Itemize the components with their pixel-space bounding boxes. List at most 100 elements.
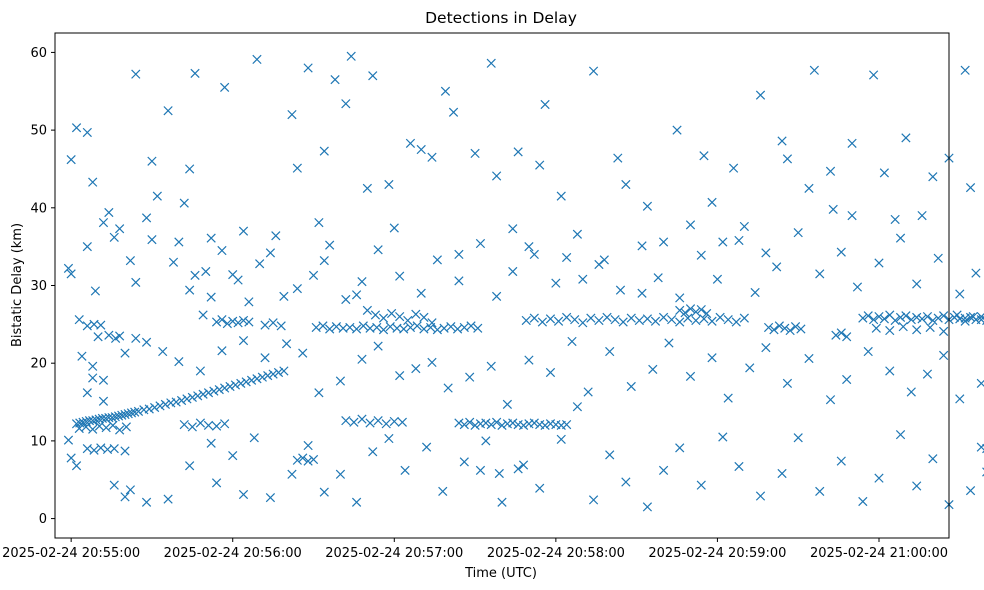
- data-point: [707, 353, 717, 363]
- data-point: [696, 304, 706, 315]
- data-point: [104, 330, 114, 340]
- data-point: [605, 346, 615, 357]
- data-point: [793, 433, 803, 443]
- data-point: [976, 311, 984, 322]
- data-point: [933, 253, 943, 263]
- data-point: [906, 387, 916, 397]
- data-point: [419, 312, 429, 322]
- data-point: [400, 465, 410, 476]
- data-point: [168, 257, 179, 267]
- data-point: [120, 348, 130, 358]
- data-point: [362, 183, 372, 194]
- data-point: [179, 198, 189, 208]
- data-point: [206, 438, 216, 448]
- data-point: [255, 259, 265, 269]
- data-point: [217, 245, 227, 256]
- data-point: [497, 497, 507, 507]
- data-point: [901, 133, 911, 143]
- x-axis: 2025-02-24 20:55:00 2025-02-24 20:56:00 20…: [2, 538, 948, 561]
- data-point: [551, 278, 561, 288]
- data-point: [518, 420, 529, 430]
- data-point: [263, 370, 273, 381]
- data-point: [66, 453, 76, 463]
- data-point: [220, 82, 230, 93]
- data-point: [796, 324, 806, 334]
- data-point: [842, 332, 852, 342]
- data-point: [782, 378, 793, 389]
- data-point: [562, 419, 572, 430]
- data-point: [470, 148, 480, 159]
- data-point: [378, 325, 389, 335]
- data-point: [912, 312, 922, 322]
- data-point: [728, 163, 739, 173]
- data-point: [268, 369, 278, 379]
- data-point: [508, 418, 518, 428]
- data-point: [195, 418, 206, 428]
- data-point: [922, 311, 933, 322]
- data-point: [303, 456, 313, 466]
- data-point: [696, 250, 706, 260]
- data-point: [521, 315, 531, 326]
- data-point: [871, 323, 881, 333]
- data-point: [836, 456, 846, 466]
- data-point: [98, 375, 109, 385]
- data-point: [971, 268, 981, 278]
- data-point: [780, 323, 790, 333]
- data-point: [427, 318, 437, 328]
- data-point: [217, 315, 227, 325]
- data-point: [481, 436, 491, 446]
- data-point: [782, 154, 793, 164]
- data-point: [578, 318, 588, 328]
- data-point: [529, 313, 539, 323]
- data-point: [88, 373, 98, 383]
- data-point: [836, 247, 846, 257]
- data-point: [815, 269, 825, 279]
- data-point: [863, 346, 873, 357]
- data-point: [357, 276, 367, 287]
- data-point: [615, 285, 626, 295]
- data-point: [750, 287, 760, 298]
- data-point: [734, 235, 744, 246]
- data-point: [885, 325, 895, 336]
- data-point: [815, 486, 825, 497]
- data-point: [707, 316, 717, 326]
- data-point: [260, 353, 270, 363]
- data-point: [185, 461, 195, 471]
- data-point: [658, 465, 669, 476]
- x-tick-label: 2025-02-24 20:55:00: [2, 546, 140, 561]
- data-point: [228, 451, 238, 461]
- data-point: [257, 372, 267, 382]
- y-tick-label: 40: [30, 201, 47, 216]
- data-point: [318, 321, 328, 331]
- data-point: [351, 324, 362, 334]
- data-point: [220, 383, 230, 393]
- data-point: [874, 258, 884, 268]
- data-point: [769, 325, 779, 335]
- data-point: [925, 322, 935, 333]
- data-point: [466, 321, 476, 331]
- data-point: [230, 380, 241, 390]
- data-point: [540, 420, 550, 430]
- data-point: [545, 314, 556, 324]
- data-point: [594, 259, 604, 270]
- data-point: [524, 242, 534, 252]
- data-point: [88, 177, 98, 187]
- data-point: [198, 310, 208, 320]
- data-point: [890, 214, 900, 225]
- data-point: [93, 332, 103, 342]
- data-point: [405, 138, 416, 148]
- data-point: [906, 315, 916, 325]
- data-point: [174, 357, 184, 367]
- data-point: [675, 293, 685, 303]
- data-point: [723, 315, 733, 325]
- data-point: [917, 210, 927, 221]
- data-point: [292, 163, 302, 173]
- data-point: [163, 106, 173, 116]
- data-point: [104, 207, 114, 218]
- data-point: [372, 322, 382, 333]
- data-point: [378, 313, 389, 323]
- data-point: [556, 191, 566, 201]
- data-point: [699, 314, 709, 324]
- data-point: [373, 245, 383, 255]
